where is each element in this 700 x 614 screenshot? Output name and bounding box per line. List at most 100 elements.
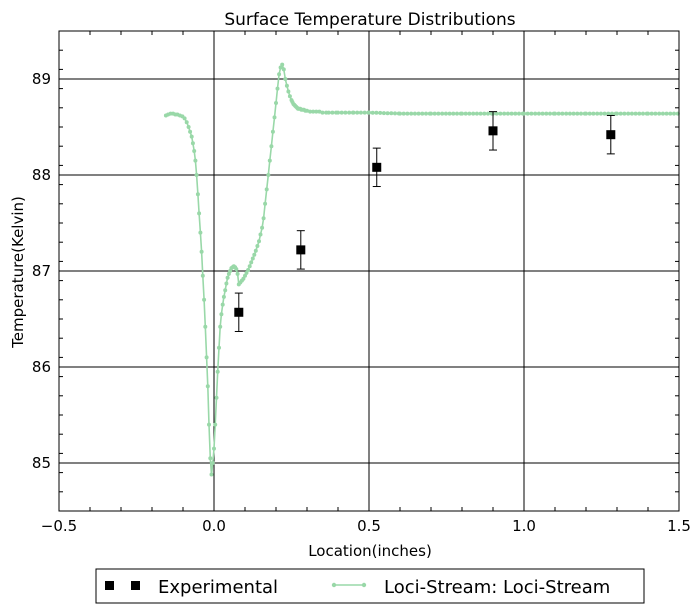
loci-stream-point: [234, 267, 239, 272]
loci-stream-line: [165, 62, 679, 475]
loci-stream-point: [267, 158, 272, 163]
loci-stream-point: [443, 111, 448, 116]
loci-stream-point: [281, 67, 286, 72]
loci-stream-point: [207, 422, 211, 427]
loci-stream-point: [564, 111, 569, 116]
loci-stream-point: [513, 111, 518, 116]
loci-stream-point: [672, 111, 676, 116]
loci-stream-point: [362, 110, 367, 115]
loci-stream-point: [367, 110, 371, 115]
loci-stream-point: [378, 110, 383, 115]
loci-stream-point: [653, 111, 658, 116]
legend-box: [95, 568, 645, 604]
loci-stream-point: [660, 111, 665, 116]
loci-stream-point: [252, 252, 257, 257]
loci-stream-point: [280, 62, 285, 67]
y-tick-label: 87: [32, 262, 51, 280]
loci-stream-point: [269, 144, 274, 149]
loci-stream-point: [270, 129, 275, 134]
loci-stream-point: [579, 111, 583, 116]
loci-stream-point: [374, 110, 379, 115]
loci-stream-point: [186, 125, 191, 129]
loci-stream-point: [575, 111, 580, 116]
loci-stream-point: [629, 111, 634, 116]
loci-stream-point: [209, 472, 214, 477]
loci-stream-point: [198, 230, 203, 235]
loci-stream-point: [637, 111, 642, 116]
loci-stream-point: [389, 111, 394, 116]
loci-stream-point: [200, 273, 205, 278]
loci-stream-point: [529, 111, 534, 116]
loci-stream-point: [556, 111, 561, 116]
loci-stream-point: [622, 111, 627, 116]
loci-stream-point: [274, 101, 278, 105]
legend-dot-loci-stream-1: [331, 582, 337, 588]
loci-stream-point: [189, 134, 194, 139]
loci-stream-point: [641, 111, 645, 116]
loci-stream-point: [277, 72, 282, 77]
loci-stream-point: [646, 111, 650, 116]
loci-stream-point: [204, 355, 209, 360]
loci-stream-point: [263, 201, 268, 206]
loci-stream-point: [482, 111, 487, 116]
loci-stream-point: [560, 111, 565, 116]
loci-stream-point: [182, 116, 187, 121]
loci-stream-point: [509, 111, 514, 116]
loci-stream-point: [544, 111, 549, 116]
loci-stream-point: [343, 110, 348, 115]
loci-stream-point: [212, 446, 216, 451]
loci-stream-point: [286, 89, 291, 94]
loci-stream-point: [460, 111, 464, 116]
plot-series: [163, 62, 680, 477]
loci-stream-point: [195, 192, 200, 197]
loci-stream-point: [498, 111, 503, 116]
x-tick-label: −0.5: [41, 517, 77, 535]
loci-stream-point: [664, 111, 669, 116]
loci-stream-point: [467, 111, 472, 116]
loci-stream-point: [261, 216, 266, 221]
loci-stream-point: [409, 111, 414, 116]
loci-stream-point: [540, 111, 545, 116]
loci-stream-point: [202, 297, 207, 302]
loci-stream-point: [416, 111, 421, 116]
loci-stream-point: [455, 111, 459, 116]
x-tick-label: 1.0: [512, 517, 536, 535]
x-tick-label: 0.0: [202, 517, 226, 535]
loci-stream-point: [587, 111, 592, 116]
loci-stream-point: [606, 111, 611, 116]
loci-stream-point: [432, 111, 437, 116]
loci-stream-point: [525, 111, 530, 116]
loci-stream-point: [502, 111, 507, 116]
legend-dot-loci-stream-2: [361, 582, 367, 588]
x-tick-label: 1.5: [667, 517, 691, 535]
loci-stream-point: [393, 111, 397, 116]
loci-stream-point: [626, 111, 631, 116]
loci-stream-point: [220, 302, 225, 307]
y-tick-label: 85: [32, 454, 51, 472]
loci-stream-point: [235, 271, 240, 276]
loci-stream-point: [192, 149, 197, 153]
loci-stream-point: [436, 111, 441, 116]
grid-lines: [59, 31, 679, 511]
loci-stream-point: [494, 111, 499, 116]
loci-stream-point: [336, 110, 340, 115]
loci-stream-point: [405, 111, 410, 116]
loci-stream-point: [553, 111, 557, 116]
loci-stream-point: [203, 324, 208, 329]
loci-stream-point: [649, 111, 654, 116]
loci-stream-point: [424, 111, 428, 116]
loci-stream-point: [250, 256, 255, 261]
loci-stream-point: [246, 268, 251, 272]
loci-stream-point: [668, 111, 673, 116]
loci-stream-point: [347, 110, 352, 115]
loci-stream-point: [188, 129, 193, 134]
loci-stream-point: [385, 111, 390, 116]
loci-stream-point: [326, 110, 331, 115]
chart-title: Surface Temperature Distributions: [224, 10, 515, 30]
loci-stream-point: [517, 111, 521, 116]
loci-stream-point: [264, 187, 269, 192]
loci-stream-point: [184, 120, 189, 125]
loci-stream-point: [218, 324, 223, 329]
loci-stream-point: [522, 111, 526, 116]
legend-label-experimental: Experimental: [158, 577, 278, 598]
